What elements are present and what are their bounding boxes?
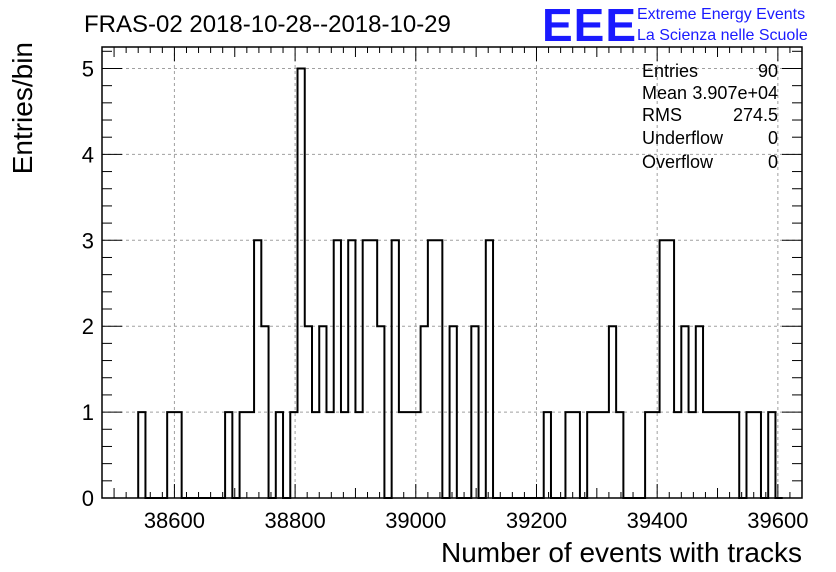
- y-tick-label: 1: [82, 400, 94, 425]
- y-axis-ticks: 0 1 2 3 4 5: [82, 50, 802, 511]
- y-tick-label: 2: [82, 314, 94, 339]
- y-tick-label: 0: [82, 486, 94, 511]
- x-tick-label: 38800: [265, 508, 326, 533]
- stat-entries-value: 90: [758, 61, 778, 81]
- chart-title: FRAS-02 2018-10-28--2018-10-29: [84, 11, 451, 38]
- stat-mean-value: 3.907e+04: [692, 83, 778, 103]
- x-axis-ticks: 38600 38800 39000 39200 39400 39600: [113, 47, 808, 533]
- y-tick-label: 5: [82, 56, 94, 81]
- x-tick-label: 39200: [506, 508, 567, 533]
- x-tick-label: 39000: [385, 508, 446, 533]
- plot-frame: [101, 46, 803, 499]
- logo-line-2: La Scienza nelle Scuole: [637, 27, 808, 44]
- stat-rms-label: RMS: [642, 105, 682, 125]
- stat-rms-value: 274.5: [733, 105, 778, 125]
- grid-lines: [102, 47, 802, 498]
- y-tick-label: 4: [82, 142, 94, 167]
- x-axis-title: Number of events with tracks: [441, 537, 802, 568]
- stat-overflow-value: 0: [768, 152, 778, 172]
- logo-mark: EEE: [542, 0, 637, 51]
- y-tick-label: 3: [82, 228, 94, 253]
- x-tick-label: 39600: [747, 508, 808, 533]
- stats-box: Entries 90 Mean 3.907e+04 RMS 274.5 Unde…: [642, 61, 778, 172]
- stat-overflow-label: Overflow: [642, 152, 714, 172]
- y-axis-title: Entries/bin: [7, 42, 38, 174]
- stat-underflow-value: 0: [768, 128, 778, 148]
- x-tick-label: 38600: [144, 508, 205, 533]
- stat-entries-label: Entries: [642, 61, 698, 81]
- x-tick-label: 39400: [627, 508, 688, 533]
- stat-underflow-label: Underflow: [642, 128, 724, 148]
- stat-mean-label: Mean: [642, 83, 687, 103]
- eee-logo: EEE Extreme Energy Events La Scienza nel…: [542, 0, 808, 51]
- logo-line-1: Extreme Energy Events: [637, 6, 805, 23]
